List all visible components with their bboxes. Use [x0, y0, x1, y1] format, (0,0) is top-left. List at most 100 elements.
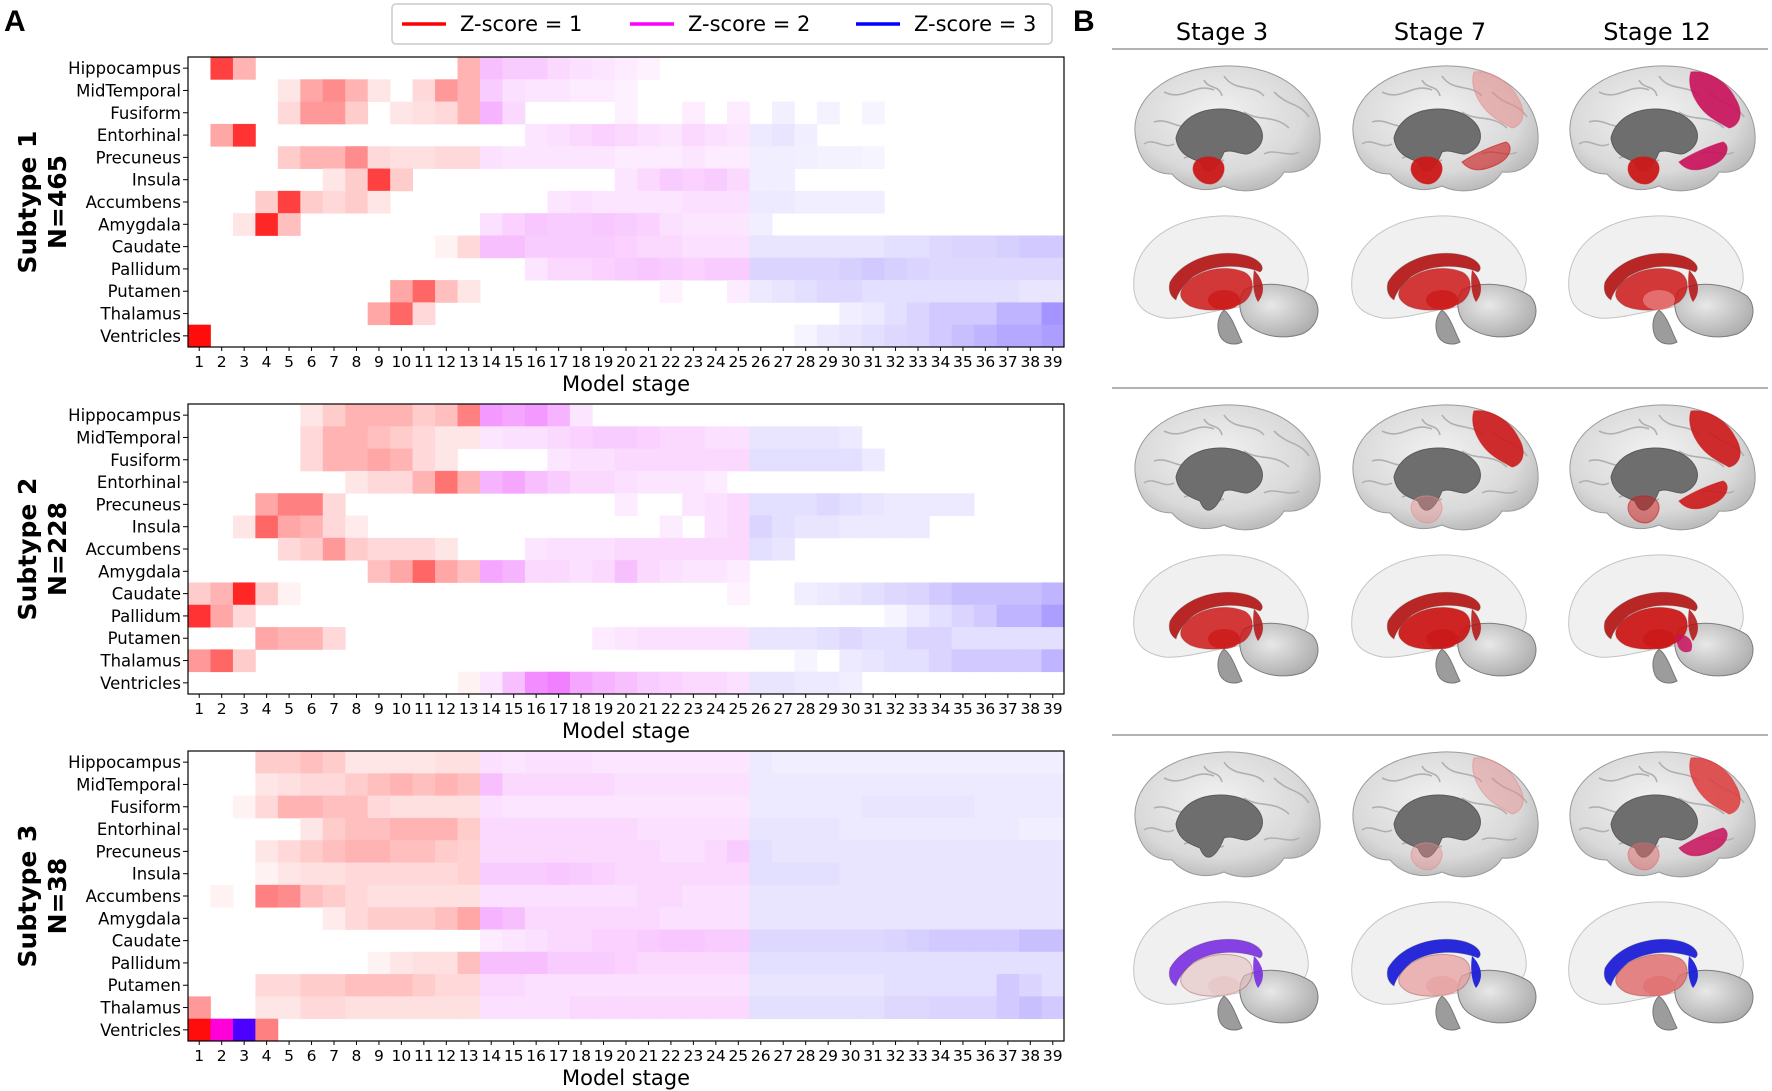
heatmap-cell	[637, 795, 661, 819]
heatmap-cell	[569, 57, 593, 80]
heatmap-cell	[839, 146, 863, 169]
sulcus	[1598, 87, 1650, 96]
x-tick-label: 1	[194, 1047, 204, 1065]
x-tick-label: 31	[863, 700, 883, 718]
heatmap-cell	[412, 773, 436, 797]
heatmap-cell	[727, 907, 750, 930]
heatmap-cell	[884, 515, 908, 539]
heatmap-cell	[614, 79, 638, 103]
heatmap-cell	[861, 795, 885, 819]
heatmap-cell	[300, 862, 324, 886]
highlight-pre	[1472, 410, 1524, 468]
x-tick-label: 25	[728, 353, 748, 371]
heatmap-cell	[592, 974, 616, 997]
heatmap-cell	[367, 817, 391, 841]
heatmap-cell	[1041, 862, 1065, 886]
heatmap-cell	[412, 101, 436, 125]
heatmap-cell	[300, 448, 324, 472]
heatmap-cell	[996, 996, 1020, 1020]
heatmap-cell	[412, 751, 436, 774]
heatmap-cell	[480, 101, 503, 125]
heatmap-cell	[884, 817, 908, 841]
heatmap-cell	[816, 426, 840, 450]
subtype-2-heatmap: Hippocampus MidTemporal Fusiform Entorhinal…	[13, 403, 1065, 743]
x-tick-label: 31	[863, 353, 883, 371]
sulcus	[1381, 773, 1433, 782]
heatmap-cell	[480, 996, 503, 1020]
heatmap-cell	[255, 795, 279, 819]
heatmap-cell	[974, 280, 998, 303]
heatmap-cell	[929, 649, 953, 673]
heatmap-cell	[322, 996, 346, 1020]
heatmap-cell	[232, 604, 256, 628]
heatmap-cell	[884, 280, 908, 303]
heatmap-cell	[659, 235, 683, 259]
region-label: Insula	[132, 518, 181, 537]
heatmap-cell	[772, 817, 795, 841]
heatmap-cell	[480, 862, 503, 886]
highlight-occ	[1678, 141, 1728, 171]
region-label: Precuneus	[96, 842, 181, 861]
heatmap-cell	[188, 582, 211, 606]
heatmap-cell	[569, 907, 593, 930]
heatmap-cell	[659, 974, 683, 997]
region-label: Thalamus	[100, 305, 181, 324]
heatmap-cell	[547, 470, 571, 494]
x-tick-label: 28	[796, 700, 816, 718]
x-tick-label: 2	[217, 353, 227, 371]
heatmap-cell	[345, 862, 369, 886]
heatmap-cell	[569, 817, 593, 841]
heatmap-cell	[457, 751, 481, 774]
heatmap-cell	[210, 57, 234, 80]
x-tick-label: 11	[414, 353, 434, 371]
sulcus	[1461, 450, 1508, 468]
heatmap-cell	[547, 951, 571, 975]
heatmap-cell	[772, 929, 795, 953]
heatmap-cell	[524, 996, 548, 1020]
heatmap-cell	[232, 123, 256, 147]
heatmap-cell	[906, 929, 930, 953]
heatmap-cell	[1041, 280, 1065, 303]
heatmap-cell	[951, 649, 975, 673]
heatmap-cell	[637, 907, 661, 930]
sulcus	[1361, 827, 1393, 833]
heatmap-cell	[794, 671, 818, 695]
heatmap-cell	[547, 79, 571, 103]
heatmap-cell	[906, 257, 930, 281]
heatmap-cell	[412, 537, 436, 561]
heatmap-cell	[547, 996, 571, 1020]
subtype-n-label: N=465	[43, 155, 72, 249]
heatmap-cell	[951, 996, 975, 1020]
x-tick-label: 33	[908, 353, 928, 371]
heatmap-cell	[951, 751, 975, 774]
heatmap-cell	[929, 235, 953, 259]
x-tick-label: 7	[329, 353, 339, 371]
heatmap-cell	[412, 951, 436, 975]
heatmap-cell	[816, 907, 840, 930]
highlight-insula	[1676, 634, 1693, 653]
heatmap-cell	[861, 884, 885, 908]
heatmap-cell	[861, 448, 885, 472]
heatmap-cell	[547, 123, 571, 147]
heatmap-cell	[367, 996, 391, 1020]
heatmap-cell	[772, 190, 795, 214]
heatmap-cell	[569, 840, 593, 863]
heatmap-cell	[210, 1018, 234, 1042]
heatmap-cell	[480, 951, 503, 975]
heatmap-cell	[367, 537, 391, 561]
heatmap-cell	[480, 671, 503, 695]
x-tick-label: 14	[481, 700, 501, 718]
heatmap-cell	[412, 795, 436, 819]
heatmap-cell	[1019, 862, 1042, 886]
heatmap-cell	[614, 627, 638, 650]
heatmap-cell	[861, 907, 885, 930]
heatmap-cell	[839, 426, 863, 450]
x-tick-label: 32	[886, 700, 906, 718]
heatmap-cell	[569, 862, 593, 886]
heatmap-cell	[502, 951, 526, 975]
heatmap-cell	[659, 671, 683, 695]
heatmap-cell	[749, 751, 773, 774]
heatmap-cell	[839, 884, 863, 908]
heatmap-cell	[412, 840, 436, 863]
heatmap-cell	[255, 493, 279, 516]
